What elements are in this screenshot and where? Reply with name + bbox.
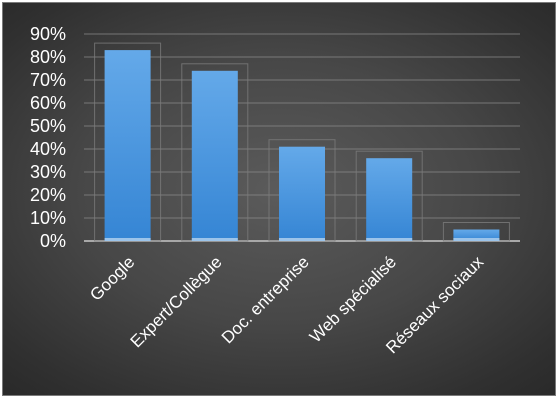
bar-base bbox=[453, 238, 500, 241]
bar-group bbox=[94, 42, 162, 242]
bar-group bbox=[268, 139, 336, 242]
bar-base bbox=[104, 238, 151, 241]
bar bbox=[191, 70, 238, 241]
bar bbox=[104, 50, 151, 241]
y-tick-label: 10% bbox=[30, 208, 66, 228]
x-category-label: Web spécialisé bbox=[306, 252, 400, 346]
y-tick-label: 80% bbox=[30, 47, 66, 67]
y-tick-label: 50% bbox=[30, 116, 66, 136]
bar-base bbox=[366, 238, 413, 241]
bar-group bbox=[181, 63, 249, 242]
x-category-label: Réseaux sociaux bbox=[382, 252, 487, 357]
y-tick-label: 90% bbox=[30, 24, 66, 44]
bar-base bbox=[191, 238, 238, 241]
bar bbox=[279, 146, 325, 241]
bar bbox=[366, 158, 413, 241]
bars bbox=[94, 42, 510, 242]
y-tick-label: 30% bbox=[30, 162, 66, 182]
x-category-label: Expert/Collègue bbox=[127, 252, 226, 351]
bar-base bbox=[279, 238, 325, 241]
x-category-label: Doc. entreprise bbox=[218, 252, 313, 347]
y-tick-label: 20% bbox=[30, 185, 66, 205]
bar-group bbox=[355, 150, 423, 242]
y-tick-label: 40% bbox=[30, 139, 66, 159]
bar bbox=[453, 229, 500, 241]
x-category-label: Google bbox=[86, 252, 138, 304]
y-tick-label: 60% bbox=[30, 93, 66, 113]
y-tick-label: 0% bbox=[40, 231, 66, 251]
y-axis-tick-labels: 0% 10% 20% 30% 40% 50% 60% 70% 80% 90% bbox=[30, 24, 66, 251]
y-tick-label: 70% bbox=[30, 70, 66, 90]
bar-group bbox=[442, 222, 510, 242]
